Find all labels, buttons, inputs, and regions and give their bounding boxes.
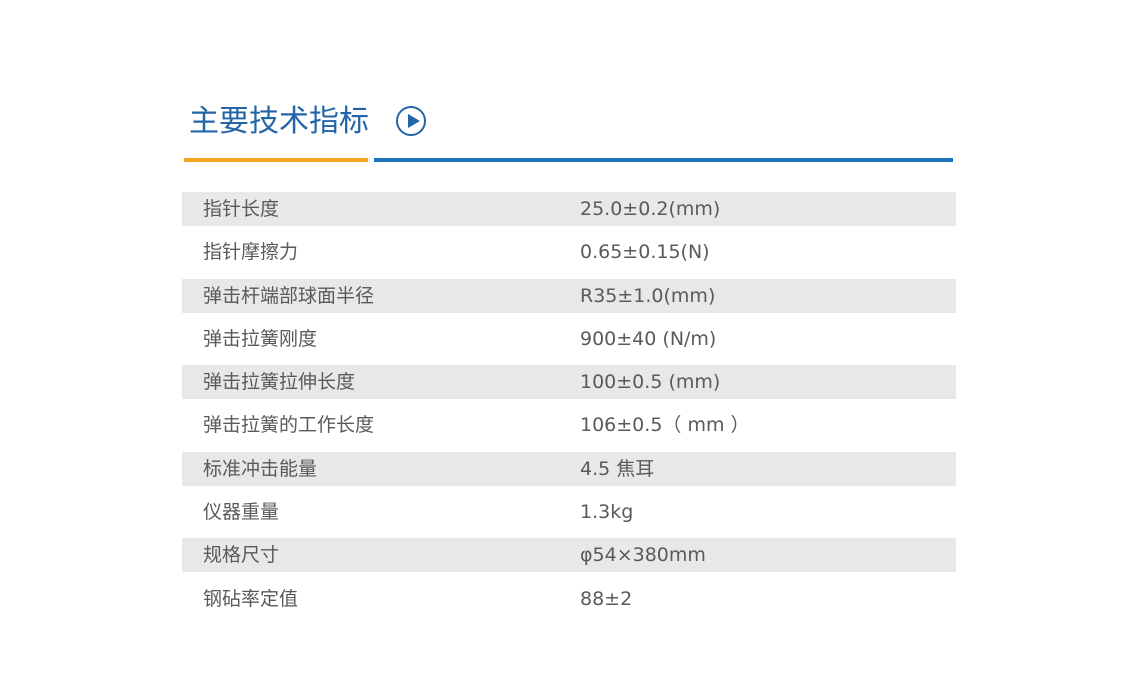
section-title: 主要技术指标 <box>189 104 369 139</box>
spec-value: 900±40 (N/m) <box>580 327 717 350</box>
spec-value: 106±0.5（ mm ） <box>580 414 750 437</box>
spec-row: 规格尺寸 φ54×380mm <box>182 538 956 573</box>
spec-label: 规格尺寸 <box>203 544 280 567</box>
spec-row: 仪器重量 1.3kg <box>182 495 956 529</box>
spec-value: 0.65±0.15(N) <box>580 241 710 264</box>
spec-table: 指针长度 25.0±0.2(mm) 指针摩擦力 0.65±0.15(N) 弹击杆端部球面… <box>182 192 956 625</box>
title-underline-orange <box>184 158 368 162</box>
spec-value: 100±0.5 (mm) <box>580 371 721 394</box>
spec-label: 仪器重量 <box>203 501 280 524</box>
spec-row: 标准冲击能量 4.5 焦耳 <box>182 451 956 486</box>
title-underline-blue <box>374 158 953 162</box>
play-circle-icon[interactable] <box>396 106 426 136</box>
spec-row: 弹击拉簧刚度 900±40 (N/m) <box>182 322 956 356</box>
spec-value: 88±2 <box>580 587 633 610</box>
spec-label: 弹击拉簧刚度 <box>203 327 318 350</box>
spec-label: 标准冲击能量 <box>203 457 318 480</box>
spec-value: R35±1.0(mm) <box>580 284 716 307</box>
spec-value: 4.5 焦耳 <box>580 457 655 480</box>
spec-row: 弹击杆端部球面半径 R35±1.0(mm) <box>182 278 956 313</box>
spec-label: 指针长度 <box>203 198 280 220</box>
spec-value: φ54×380mm <box>580 544 706 567</box>
spec-row: 弹击拉簧拉伸长度 100±0.5 (mm) <box>182 365 956 400</box>
spec-row: 钢砧率定值 88±2 <box>182 582 956 616</box>
spec-label: 指针摩擦力 <box>203 241 299 264</box>
spec-label: 弹击杆端部球面半径 <box>203 284 375 307</box>
spec-value: 1.3kg <box>580 501 634 524</box>
spec-value: 25.0±0.2(mm) <box>580 198 721 220</box>
spec-label: 钢砧率定值 <box>203 587 299 610</box>
spec-row: 指针长度 25.0±0.2(mm) <box>182 192 956 226</box>
spec-row: 弹击拉簧的工作长度 106±0.5（ mm ） <box>182 408 956 442</box>
spec-label: 弹击拉簧的工作长度 <box>203 414 375 437</box>
spec-row: 指针摩擦力 0.65±0.15(N) <box>182 235 956 269</box>
spec-label: 弹击拉簧拉伸长度 <box>203 371 356 394</box>
